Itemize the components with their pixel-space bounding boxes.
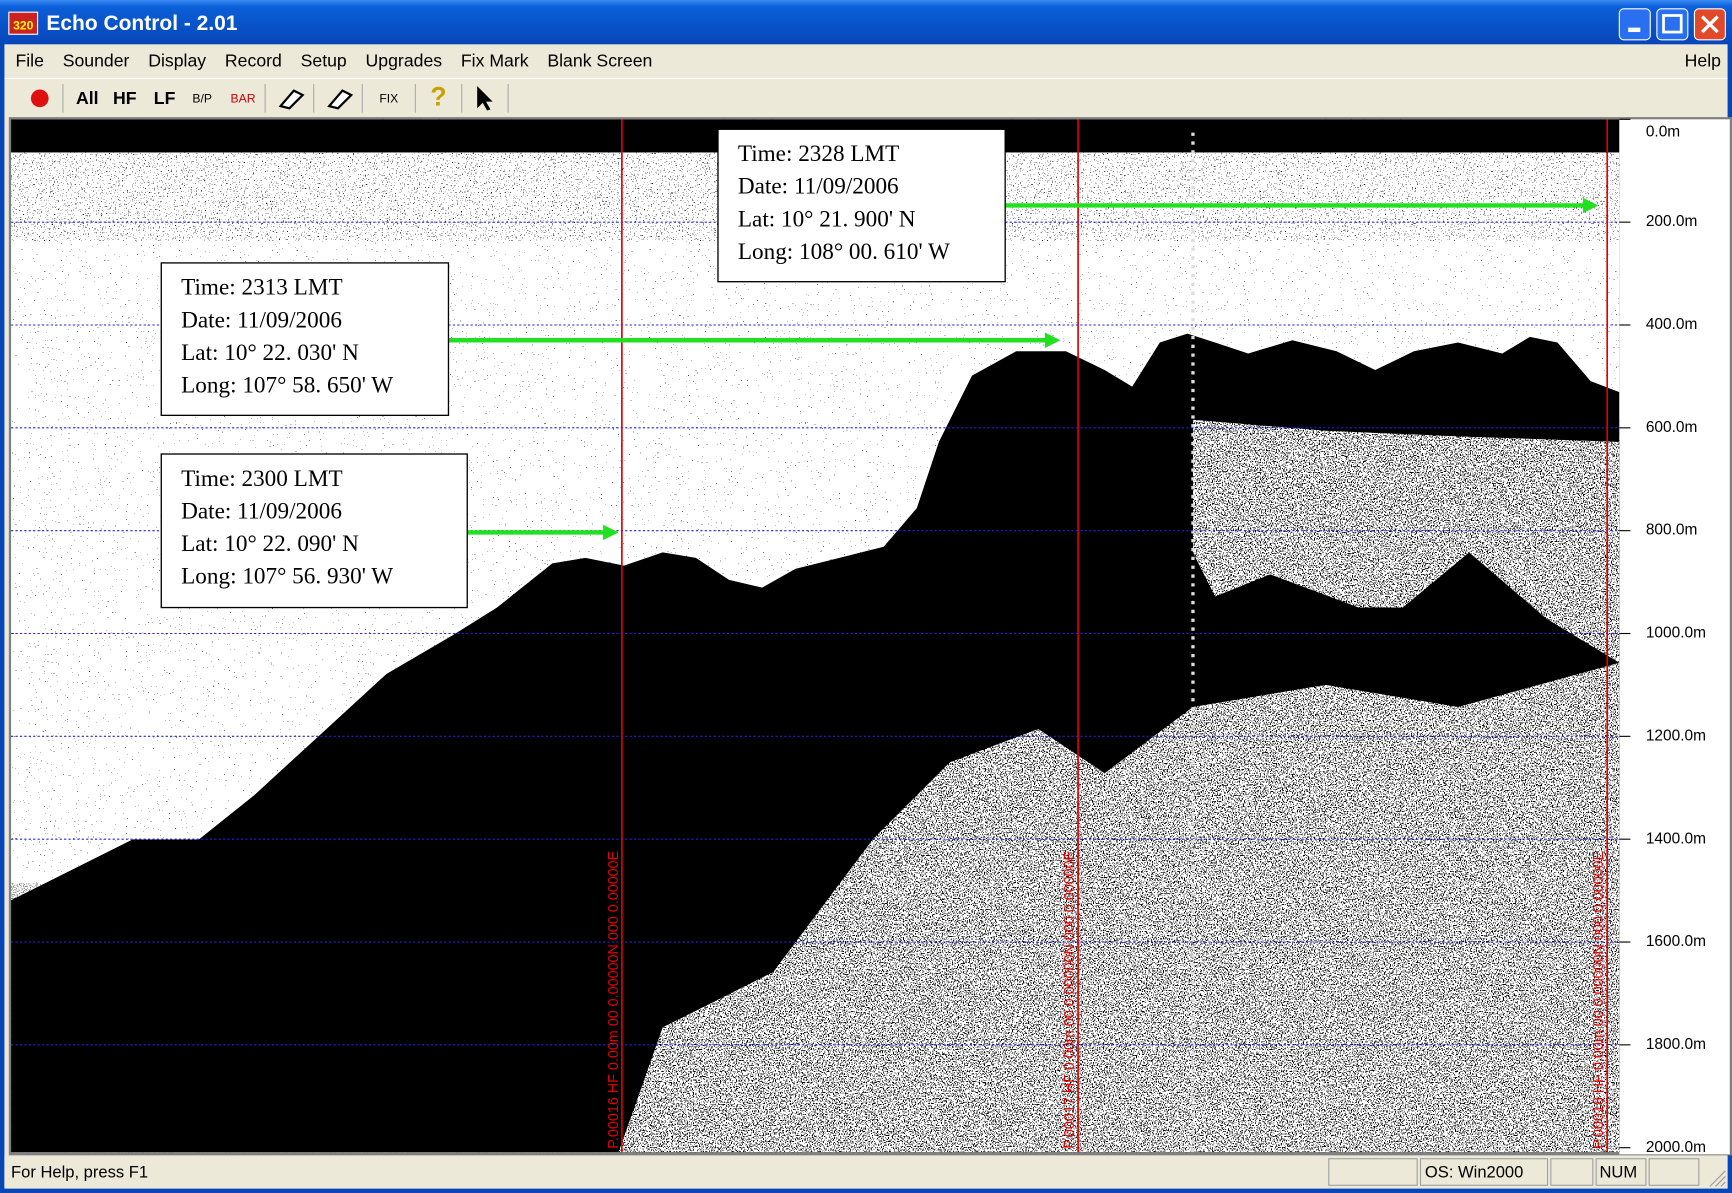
annotation-line: Time: 2328 LMT: [738, 141, 899, 167]
depth-label: 400.0m: [1646, 316, 1698, 333]
toolbar-button[interactable]: FIX: [379, 92, 398, 106]
menu-item[interactable]: Record: [225, 51, 282, 71]
annotation-line: Date: 11/09/2006: [181, 307, 342, 333]
status-bar: For Help, press F1 OS: Win2000 NUM: [4, 1155, 1727, 1188]
annotation-line: Lat: 10° 22. 030' N: [181, 340, 359, 366]
toolbar-button[interactable]: HF: [113, 88, 137, 108]
menu-item[interactable]: File: [15, 51, 44, 71]
app-icon-text: 320: [13, 19, 34, 33]
depth-label: 2000.0m: [1646, 1139, 1706, 1156]
annotation-line: Time: 2313 LMT: [181, 275, 342, 301]
menu-item[interactable]: Display: [148, 51, 206, 71]
depth-label: 1800.0m: [1646, 1036, 1706, 1053]
minimize-button[interactable]: [1619, 9, 1650, 40]
depth-label: 1000.0m: [1646, 625, 1706, 642]
depth-label: 800.0m: [1646, 522, 1698, 539]
toolbar-button[interactable]: BAR: [231, 92, 256, 106]
annotation-line: Lat: 10° 22. 090' N: [181, 531, 359, 557]
menu-item[interactable]: Blank Screen: [547, 51, 652, 71]
fix-mark-label: P.00016 HF 0.00m 00 0.00000N 000 0.00000…: [606, 851, 622, 1149]
window-title: Echo Control - 2.01: [46, 12, 237, 35]
minimize-glyph: [1628, 28, 1640, 32]
menu-item[interactable]: Sounder: [63, 51, 130, 71]
title-bar: [0, 0, 1732, 44]
toolbar-button[interactable]: B/P: [192, 92, 212, 106]
window-buttons: [1619, 9, 1725, 40]
menu-item[interactable]: Fix Mark: [461, 51, 529, 71]
fix-mark-label: P.00017 HF 0.00m 00 0.00000N 000 0.00000…: [1062, 851, 1078, 1149]
status-os: OS: Win2000: [1425, 1162, 1523, 1181]
status-help: For Help, press F1: [11, 1162, 148, 1181]
depth-label: 1400.0m: [1646, 830, 1706, 847]
menu-help[interactable]: Help: [1685, 51, 1721, 71]
depth-label: 600.0m: [1646, 419, 1698, 436]
depth-label: 1200.0m: [1646, 727, 1706, 744]
toolbar-button[interactable]: LF: [154, 88, 176, 108]
toolbar-button[interactable]: All: [76, 88, 99, 108]
menu-item[interactable]: Setup: [301, 51, 347, 71]
depth-label: 200.0m: [1646, 213, 1698, 230]
page: 320 Echo Control - 2.01 File Sounder Displ…: [0, 0, 1732, 1193]
annotation-line: Time: 2300 LMT: [181, 466, 342, 492]
record-button[interactable]: [31, 89, 49, 107]
annotation-line: Lat: 10° 21. 900' N: [738, 206, 916, 232]
depth-label: 0.0m: [1646, 124, 1680, 141]
status-num: NUM: [1599, 1162, 1637, 1181]
annotation-line: Long: 108° 00. 610' W: [738, 239, 950, 265]
annotation-line: Date: 11/09/2006: [181, 498, 342, 524]
fix-mark-label: P.00018 HF 0.00m 00 0.00000N 000 0.00000…: [1591, 851, 1607, 1149]
annotation-line: Long: 107° 58. 650' W: [181, 373, 393, 399]
annotation-line: Long: 107° 56. 930' W: [181, 564, 393, 590]
menu-item[interactable]: Upgrades: [366, 51, 443, 71]
help-icon[interactable]: ?: [430, 81, 446, 111]
app-window: 320 Echo Control - 2.01 File Sounder Displ…: [0, 0, 1732, 1193]
maximize-button[interactable]: [1657, 9, 1688, 40]
annotation-line: Date: 11/09/2006: [738, 174, 899, 200]
depth-label: 1600.0m: [1646, 933, 1706, 950]
